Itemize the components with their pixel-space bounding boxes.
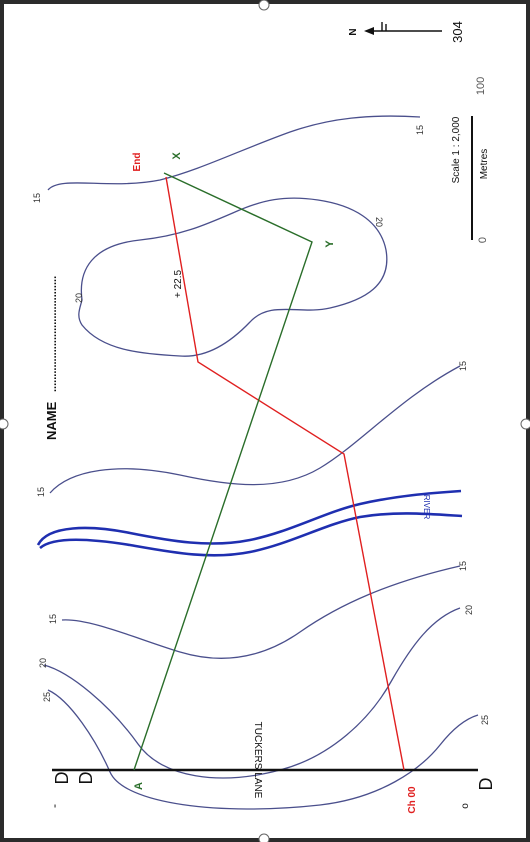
north-label: N bbox=[348, 28, 359, 35]
resize-handle-bottom[interactable] bbox=[258, 833, 270, 842]
road-label: TUCKERS LANE bbox=[252, 722, 263, 799]
contour-15-middle bbox=[49, 365, 461, 494]
symbol-top-left: D bbox=[52, 772, 72, 785]
contour-label: 15 bbox=[415, 125, 425, 135]
red-line-start-label: Ch 00 bbox=[407, 786, 418, 814]
name-field: NAME ...................................… bbox=[44, 276, 59, 440]
contour-label: 20 bbox=[464, 605, 474, 615]
resize-handle-top[interactable] bbox=[258, 0, 270, 11]
green-traverse-line bbox=[133, 172, 313, 771]
contour-label: 20 bbox=[74, 293, 84, 303]
green-line-mid-label: Y bbox=[324, 240, 336, 248]
sheet-number: 304 bbox=[450, 21, 465, 43]
river-bank-lower bbox=[39, 512, 463, 557]
resize-handle-left[interactable] bbox=[0, 418, 9, 430]
red-line-end-label: End bbox=[132, 153, 143, 172]
red-traverse-line bbox=[165, 176, 405, 771]
symbol-bottom-left: D bbox=[476, 778, 496, 791]
contour-label: 15 bbox=[36, 487, 46, 497]
contour-20-loop bbox=[78, 197, 388, 357]
contour-label: 15 bbox=[458, 561, 468, 571]
north-arrow-icon bbox=[364, 22, 442, 35]
green-line-end-label: X bbox=[171, 152, 183, 160]
river-bank-upper bbox=[36, 489, 462, 546]
contour-label: 15 bbox=[458, 361, 468, 371]
resize-handle-right[interactable] bbox=[520, 418, 530, 430]
name-dots: ...................................... bbox=[47, 276, 59, 392]
symbol-bottom-left-mark: o bbox=[460, 803, 471, 809]
contour-label: 20 bbox=[374, 217, 384, 227]
symbol-top-left-second: D bbox=[76, 772, 96, 785]
name-label: NAME bbox=[44, 401, 59, 440]
contour-25-lower bbox=[47, 689, 479, 810]
symbol-top-left-mark: - bbox=[47, 804, 61, 808]
contour-label: 25 bbox=[480, 715, 490, 725]
contour-label: 15 bbox=[32, 193, 42, 203]
contour-label: 20 bbox=[38, 658, 48, 668]
offset-label: + 22.5 bbox=[173, 270, 184, 299]
contour-15-top bbox=[47, 115, 421, 191]
contour-15-lower bbox=[61, 565, 461, 660]
contour-20-lower bbox=[43, 607, 461, 779]
river-label: RIVER bbox=[422, 495, 431, 520]
scale-end-label: 100 bbox=[475, 77, 487, 95]
scale-unit: Metres bbox=[479, 149, 490, 180]
green-line-start-label: A bbox=[133, 782, 145, 790]
contour-label: 25 bbox=[42, 692, 52, 702]
scale-start-label: 0 bbox=[477, 237, 489, 243]
contour-label: 15 bbox=[48, 614, 58, 624]
scale-text: Scale 1 : 2,000 bbox=[451, 116, 462, 183]
